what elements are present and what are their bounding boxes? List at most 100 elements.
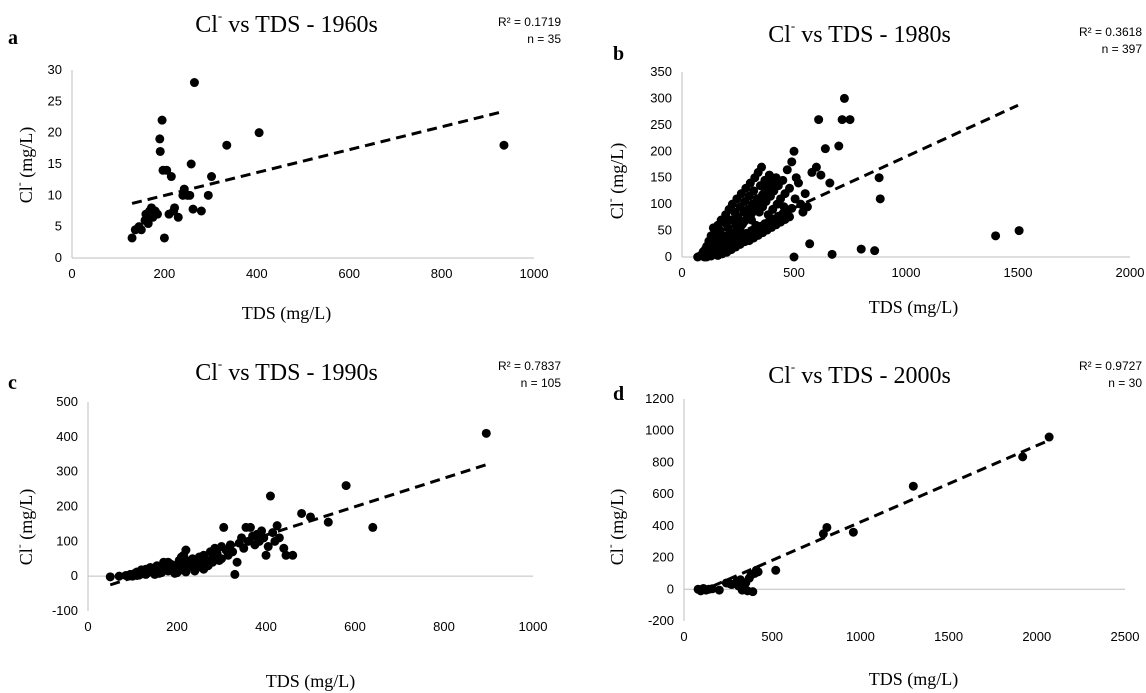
data-point <box>1014 226 1024 236</box>
x-tick-label: 400 <box>246 266 268 281</box>
data-point <box>189 78 199 88</box>
x-tick-label: 1500 <box>1004 265 1033 280</box>
data-point <box>816 170 826 180</box>
x-tick-label: 800 <box>433 619 455 634</box>
x-tick-label: 2000 <box>1116 265 1145 280</box>
y-tick-label: 20 <box>48 125 62 140</box>
data-point <box>805 239 815 249</box>
data-point <box>265 491 275 501</box>
data-point <box>811 162 821 172</box>
y-tick-label: 0 <box>667 581 674 596</box>
x-tick-label: 1000 <box>520 266 549 281</box>
data-point <box>281 550 291 560</box>
data-point <box>856 244 866 254</box>
r2-label: R² = 0.9727 <box>1078 358 1142 373</box>
data-point <box>834 141 844 151</box>
data-point <box>297 508 307 518</box>
x-tick-label: 600 <box>338 266 360 281</box>
chart-title-a: Cl- vs TDS - 1960s <box>0 9 573 37</box>
data-point <box>814 115 824 125</box>
stats-c: R² = 0.7837 n = 105 <box>498 358 561 392</box>
y-tick-label: 0 <box>55 250 62 265</box>
y-tick-label: 300 <box>56 463 78 478</box>
data-point <box>172 567 182 577</box>
data-point <box>499 140 509 150</box>
data-point <box>143 219 153 229</box>
y-tick-label: 350 <box>650 64 672 79</box>
data-point <box>239 543 249 553</box>
data-point <box>749 186 759 196</box>
title-sup: - <box>790 18 796 33</box>
data-point <box>908 481 918 491</box>
data-point <box>163 557 173 567</box>
data-point <box>341 480 351 490</box>
data-point <box>237 532 247 542</box>
y-tick-label: 200 <box>650 143 672 158</box>
data-point <box>481 428 491 438</box>
data-point <box>159 233 169 243</box>
y-tick-label: -100 <box>52 603 78 618</box>
x-tick-label: 2000 <box>1022 629 1051 644</box>
data-point <box>288 550 298 560</box>
data-point <box>254 128 264 138</box>
data-point <box>245 522 255 532</box>
data-point <box>787 157 797 167</box>
n-label: n = 105 <box>520 375 561 390</box>
data-point <box>272 520 282 530</box>
data-point <box>368 522 378 532</box>
y-tick-label: 30 <box>48 62 62 77</box>
x-axis-label: TDS (mg/L) <box>868 668 959 689</box>
data-point <box>208 557 218 567</box>
title-sup: - <box>217 355 223 371</box>
data-point <box>802 202 812 212</box>
data-point <box>230 569 240 579</box>
data-point <box>870 246 880 256</box>
data-point <box>848 527 858 537</box>
data-point <box>725 578 735 588</box>
x-tick-label: 0 <box>84 619 91 634</box>
data-point <box>279 543 289 553</box>
x-tick-label: 500 <box>783 265 805 280</box>
data-point <box>874 173 884 183</box>
panel-label-d: d <box>613 382 625 405</box>
y-tick-label: 100 <box>56 533 78 548</box>
data-point <box>190 565 200 575</box>
y-tick-label: 100 <box>650 196 672 211</box>
data-point <box>757 162 767 172</box>
data-point <box>257 525 267 535</box>
y-tick-label: 600 <box>652 486 674 501</box>
x-tick-label: 0 <box>68 266 75 281</box>
plot-a: 0 200 400 600 800 1000 0 5 10 15 20 25 30 <box>48 62 549 281</box>
n-label: n = 30 <box>1108 375 1142 390</box>
title-cl: Cl <box>195 359 218 386</box>
y-tick-label: 0 <box>71 568 78 583</box>
title-sup: - <box>217 8 223 23</box>
data-point <box>188 204 198 214</box>
data-point <box>800 189 810 199</box>
y-tick-label: -200 <box>648 613 674 628</box>
plot-b: 0 500 1000 1500 2000 0 50 100 150 200 250 300 350 <box>650 64 1145 280</box>
data-point <box>217 553 226 563</box>
n-label: n = 35 <box>527 32 561 46</box>
y-tick-label: 500 <box>56 394 78 409</box>
data-point <box>742 214 752 224</box>
trendline <box>697 438 1050 594</box>
data-point <box>789 146 799 156</box>
data-point <box>875 194 885 204</box>
data-point <box>199 564 209 574</box>
data-point <box>737 585 747 595</box>
chart-title-c: Cl- vs TDS - 1990s <box>0 357 573 386</box>
plot-c: 0 200 400 600 800 1000 -100 0 100 200 300 400 500 <box>52 394 547 634</box>
data-point <box>714 585 724 595</box>
y-tick-label: 50 <box>658 223 672 238</box>
panel-d: d Cl- vs TDS - 2000s R² = 0.9727 n = 30 … <box>573 347 1146 693</box>
data-point <box>261 550 271 560</box>
data-point <box>173 212 183 222</box>
y-tick-label: 10 <box>48 187 62 202</box>
title-rest: vs TDS - 2000s <box>795 362 951 389</box>
data-point <box>991 231 1001 241</box>
y-tick-label: 200 <box>56 498 78 513</box>
x-tick-label: 1000 <box>892 265 921 280</box>
data-point <box>785 212 795 222</box>
x-tick-label: 500 <box>761 629 783 644</box>
